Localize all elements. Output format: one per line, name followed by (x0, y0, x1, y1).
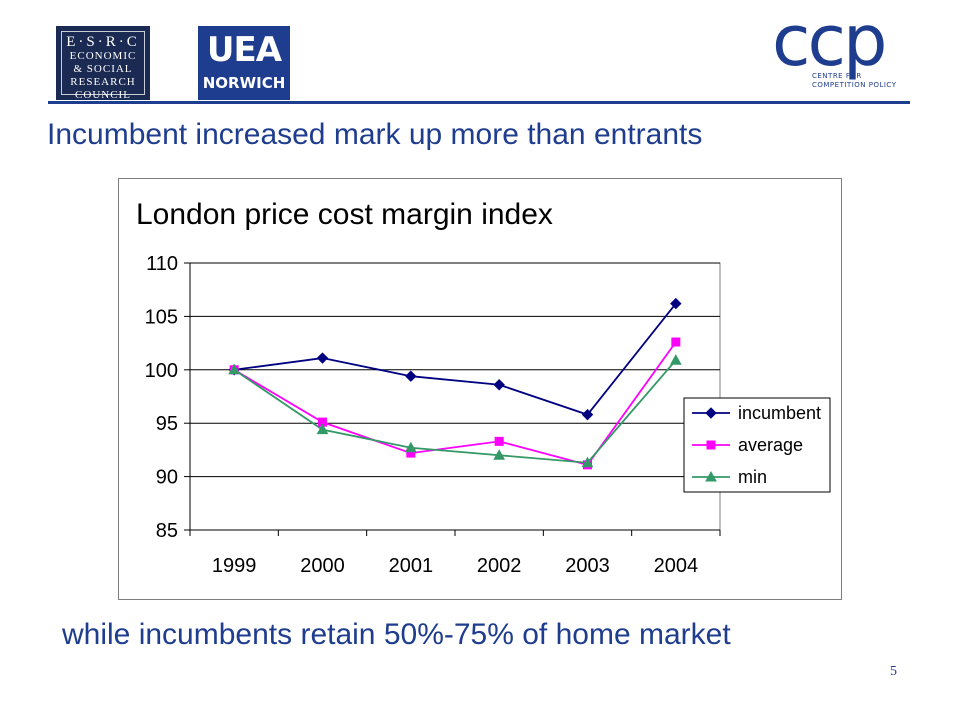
uea-logo-text: UEA (206, 30, 282, 70)
data-point-incumbent (581, 408, 594, 421)
y-tick-label: 95 (156, 413, 178, 435)
data-point-min (316, 423, 329, 435)
legend-label: average (738, 435, 803, 455)
plot-area (189, 262, 721, 531)
esrc-logo-line: E·S·R·C (66, 34, 140, 50)
legend-marker-incumbent (705, 407, 717, 419)
legend-marker-min (705, 470, 717, 482)
x-tick-label: 2003 (565, 555, 610, 577)
esrc-logo-line: ECONOMIC (69, 50, 137, 62)
bottom-caption: while incumbents retain 50%-75% of home … (62, 618, 731, 651)
ccp-logo: ccp CENTRE FOR COMPETITION POLICY (770, 0, 910, 100)
x-tick-label: 1999 (212, 555, 257, 577)
esrc-logo-line: RESEARCH (70, 76, 136, 88)
series-line-incumbent (234, 303, 677, 416)
x-tick-label: 2002 (477, 555, 522, 577)
esrc-logo-line: & SOCIAL (73, 63, 133, 75)
data-point-min (669, 354, 682, 365)
y-tick-label: 110 (146, 253, 178, 275)
y-tick-label: 90 (156, 467, 178, 489)
page-number: 5 (890, 664, 897, 679)
ccp-logo-subtitle: CENTRE FOR COMPETITION POLICY (812, 72, 896, 90)
data-point-average (494, 436, 504, 446)
x-tick-label: 2001 (389, 555, 434, 577)
legend-label: incumbent (738, 403, 821, 423)
y-tick-label: 85 (156, 520, 178, 542)
chart-title: London price cost margin index (136, 198, 553, 231)
data-point-min (581, 456, 594, 468)
data-point-min (404, 441, 417, 453)
ccp-logo-sub-line: CENTRE FOR (812, 72, 862, 80)
ccp-logo-mark: ccp (772, 0, 887, 82)
data-point-incumbent (670, 297, 682, 310)
ccp-logo-sub-line: COMPETITION POLICY (812, 81, 897, 89)
uea-norwich-logo: UEA NORWICH (198, 26, 290, 100)
data-point-min (493, 449, 506, 460)
series-line-min (233, 359, 677, 464)
esrc-logo: E·S·R·C ECONOMIC & SOCIAL RESEARCH COUNC… (56, 26, 150, 101)
x-tick-label: 2000 (300, 555, 345, 577)
data-point-incumbent (493, 379, 505, 391)
esrc-logo-line: COUNCIL (75, 89, 131, 101)
data-point-average (671, 337, 681, 347)
data-point-incumbent (316, 352, 329, 364)
norwich-logo-text: NORWICH (202, 74, 286, 92)
data-point-min (228, 363, 241, 375)
data-point-incumbent (405, 370, 417, 382)
slide-title: Incumbent increased mark up more than en… (47, 118, 703, 151)
x-tick-label: 2004 (654, 555, 699, 577)
header-divider (48, 101, 910, 104)
legend-label: min (738, 467, 767, 487)
y-tick-label: 105 (145, 306, 178, 328)
y-tick-label: 100 (145, 360, 178, 382)
legend-marker-average (706, 440, 716, 450)
